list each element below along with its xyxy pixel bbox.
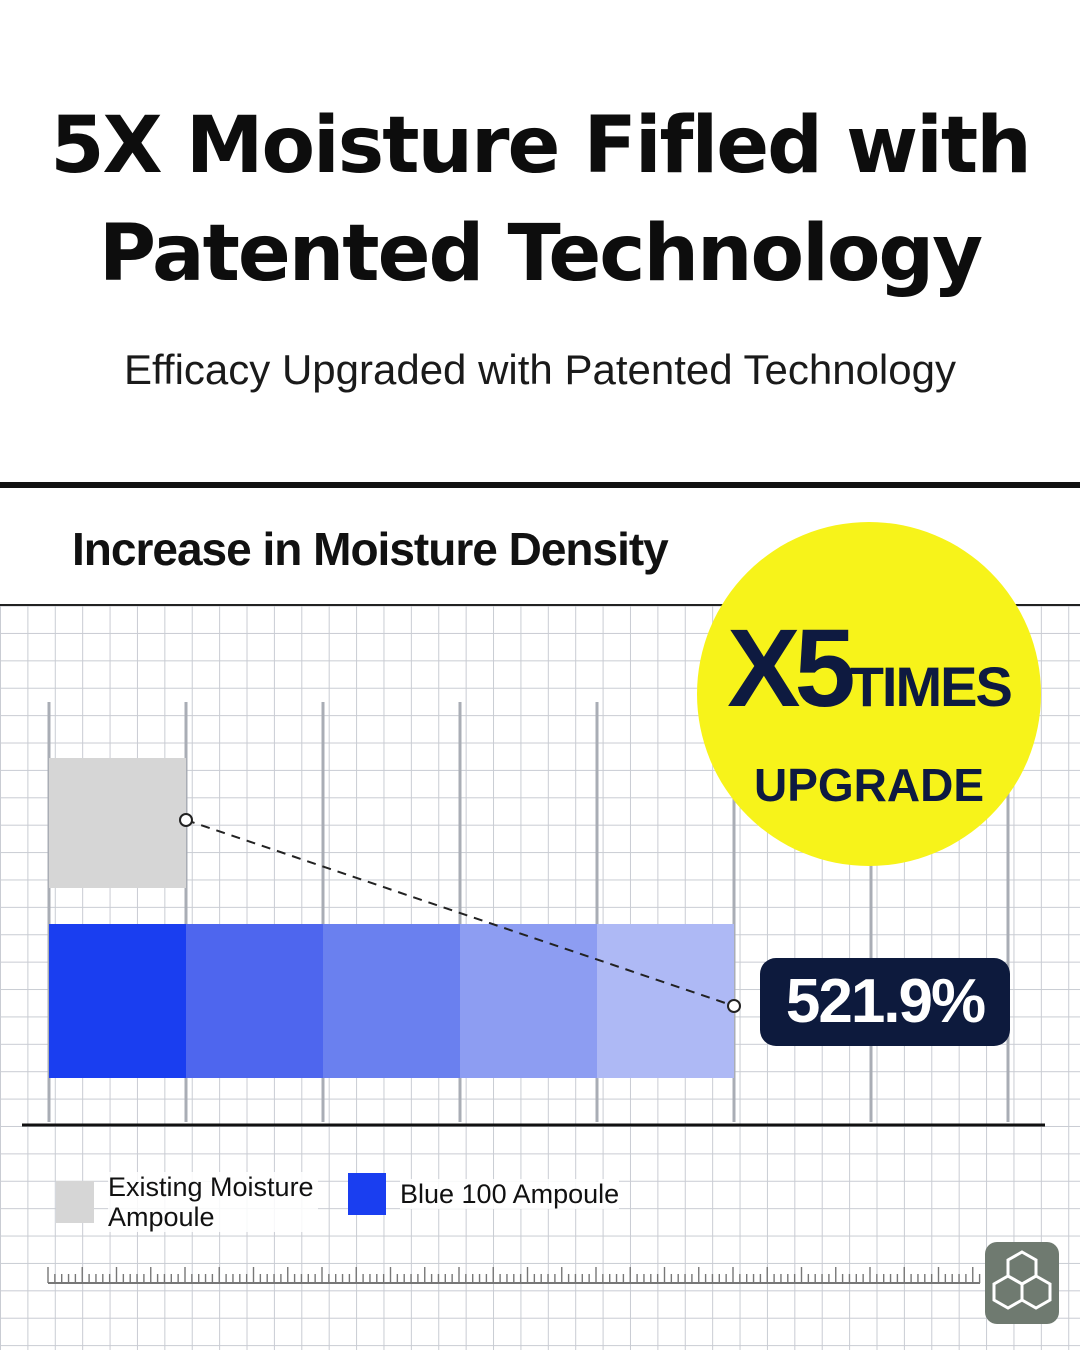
legend-item-blue100: Blue 100 Ampoule bbox=[348, 1173, 620, 1215]
title-line-2: Patented Technology bbox=[98, 209, 983, 299]
badge-x5: X5 bbox=[727, 607, 856, 730]
hexagon-molecule-icon bbox=[985, 1242, 1059, 1324]
title-line-1: 5X Moisture Fifled with bbox=[50, 101, 1031, 191]
badge-times: TIMES bbox=[849, 655, 1013, 718]
bar-blue100-segment bbox=[49, 924, 186, 1078]
badge-multiplier: X5TIMES bbox=[697, 614, 1041, 742]
chart-title: Increase in Moisture Density bbox=[72, 522, 676, 576]
connector-end-point bbox=[727, 999, 741, 1013]
legend-swatch-blue100 bbox=[348, 1173, 386, 1215]
bar-blue100-segment bbox=[597, 924, 734, 1078]
bar-blue100-segment bbox=[460, 924, 597, 1078]
header: 5X Moisture Fifled with Patented Technol… bbox=[0, 0, 1080, 482]
bar-blue100-segment bbox=[323, 924, 460, 1078]
legend-label-existing: Existing Moisture Ampoule bbox=[108, 1172, 318, 1232]
connector-line bbox=[185, 819, 735, 1007]
badge-upgrade: UPGRADE bbox=[753, 759, 985, 811]
upgrade-badge: X5TIMES UPGRADE bbox=[697, 522, 1041, 866]
legend-item-existing: Existing Moisture Ampoule bbox=[56, 1172, 318, 1232]
bar-value-label: 521.9% bbox=[760, 958, 1010, 1046]
page-subtitle: Efficacy Upgraded with Patented Technolo… bbox=[124, 346, 956, 393]
legend-swatch-existing bbox=[56, 1181, 94, 1223]
section-divider bbox=[0, 482, 1080, 488]
bar-blue100-segment bbox=[186, 924, 323, 1078]
legend-label-blue100: Blue 100 Ampoule bbox=[400, 1179, 620, 1209]
bar-existing bbox=[49, 758, 186, 888]
chart-title-rule bbox=[0, 604, 1080, 606]
connector-start-point bbox=[179, 813, 193, 827]
page-title: 5X Moisture Fifled with Patented Technol… bbox=[0, 92, 1080, 308]
